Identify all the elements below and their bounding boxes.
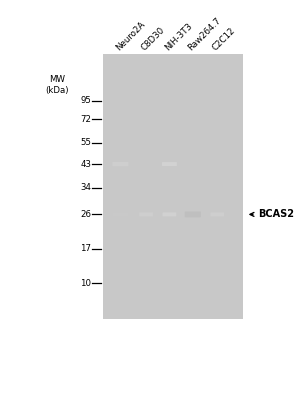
Text: Neuro2A: Neuro2A <box>114 20 147 53</box>
Text: 26: 26 <box>80 210 91 219</box>
Text: Raw264.7: Raw264.7 <box>186 16 223 53</box>
Text: 10: 10 <box>80 279 91 288</box>
Text: 72: 72 <box>80 114 91 124</box>
FancyBboxPatch shape <box>162 162 177 166</box>
FancyBboxPatch shape <box>112 140 129 146</box>
Text: C8D30: C8D30 <box>140 26 167 53</box>
Text: MW
(kDa): MW (kDa) <box>46 75 69 96</box>
Bar <box>103 54 243 319</box>
FancyBboxPatch shape <box>112 212 129 216</box>
Text: C2C12: C2C12 <box>211 26 237 53</box>
Text: 55: 55 <box>80 138 91 147</box>
Text: 34: 34 <box>80 184 91 192</box>
Text: 95: 95 <box>80 96 91 105</box>
FancyBboxPatch shape <box>139 212 153 216</box>
Text: 43: 43 <box>80 160 91 168</box>
FancyBboxPatch shape <box>112 162 129 166</box>
Text: BCAS2: BCAS2 <box>258 210 294 220</box>
Text: NIH-3T3: NIH-3T3 <box>163 22 194 53</box>
FancyBboxPatch shape <box>163 212 176 216</box>
FancyBboxPatch shape <box>210 212 224 216</box>
FancyBboxPatch shape <box>185 212 201 217</box>
Text: 17: 17 <box>80 244 91 253</box>
